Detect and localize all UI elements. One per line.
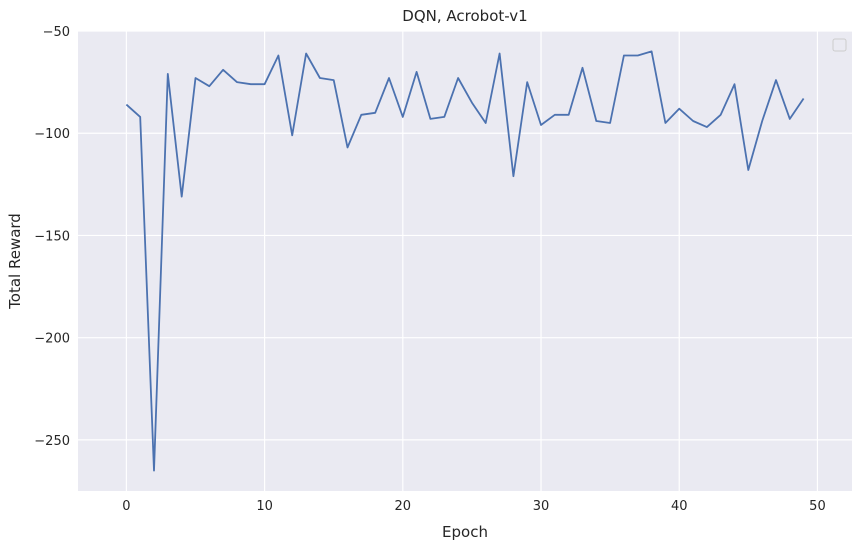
grid — [78, 30, 852, 491]
y-tick-label: −50 — [43, 25, 70, 40]
x-tick-label: 40 — [671, 499, 688, 514]
x-tick-label: 0 — [122, 499, 130, 514]
y-axis-label: Total Reward — [6, 213, 24, 310]
series-layer — [125, 50, 805, 472]
x-tick-labels: 0 10 20 30 40 50 — [122, 499, 825, 514]
y-tick-label: −150 — [34, 229, 70, 244]
x-axis-label: Epoch — [442, 523, 488, 541]
y-tick-label: −200 — [34, 332, 70, 347]
x-tick-label: 50 — [809, 499, 826, 514]
x-tick-label: 20 — [395, 499, 412, 514]
series-line — [125, 50, 805, 472]
plot-background — [78, 31, 852, 491]
legend-box — [832, 38, 847, 52]
y-tick-label: −250 — [34, 434, 70, 449]
x-tick-label: 30 — [533, 499, 550, 514]
y-tick-label: −100 — [34, 127, 70, 142]
x-tick-label: 10 — [256, 499, 273, 514]
chart-title: DQN, Acrobot-v1 — [402, 7, 527, 25]
y-tick-labels: −250 −200 −150 −100 −50 — [34, 25, 70, 449]
